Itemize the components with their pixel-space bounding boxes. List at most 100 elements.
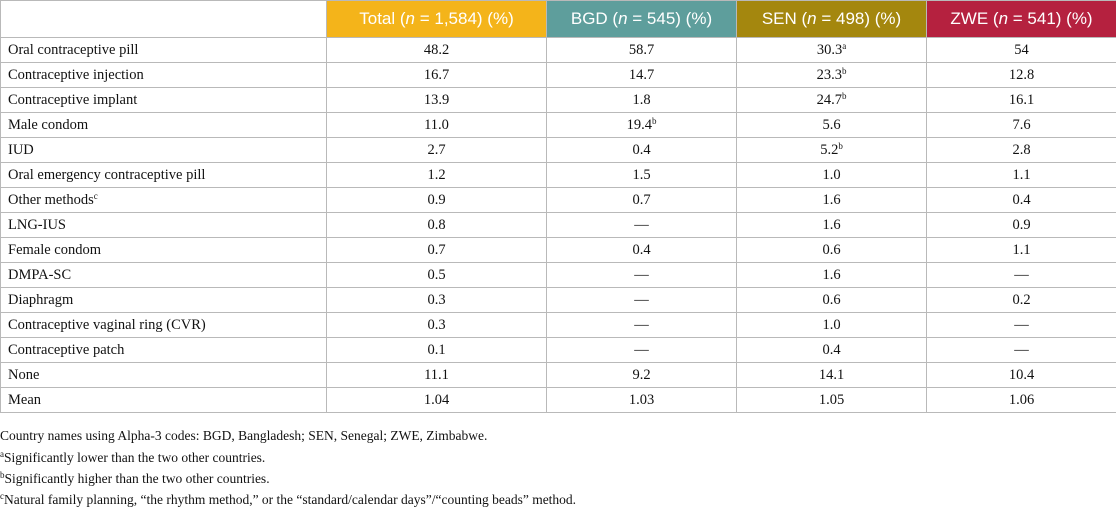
cell-value: 16.1 (1009, 92, 1034, 108)
footnote-a: aSignificantly lower than the two other … (0, 447, 1116, 468)
cell-value: 10.4 (1009, 367, 1034, 383)
footnote-b-mark: b (0, 470, 5, 480)
cell-value: 1.1 (1012, 242, 1030, 258)
cell-value: 0.5 (427, 267, 445, 283)
cell-value: 23.3 (817, 67, 842, 83)
cell-value: 1.1 (1012, 167, 1030, 183)
cell-value: 12.8 (1009, 67, 1034, 83)
cell-value: 0.3 (427, 317, 445, 333)
row-label-cell: Oral contraceptive pill (1, 38, 327, 63)
cell-value: 0.7 (427, 242, 445, 258)
row-label: Male condom (8, 117, 88, 133)
value-cell-zwe: — (927, 313, 1116, 338)
value-cell-bgd: — (547, 338, 737, 363)
cell-value: 0.4 (632, 242, 650, 258)
cell-footnote-mark: a (842, 41, 846, 51)
cell-value: 24.7 (817, 92, 842, 108)
contraceptive-methods-table: Total (n = 1,584) (%)BGD (n = 545) (%)SE… (0, 0, 1116, 413)
cell-value: 1.6 (822, 267, 840, 283)
value-cell-zwe: 1.1 (927, 163, 1116, 188)
cell-value: 0.4 (1012, 192, 1030, 208)
cell-value: — (634, 342, 649, 358)
cell-value: 2.8 (1012, 142, 1030, 158)
value-cell-zwe: — (927, 263, 1116, 288)
value-cell-bgd: 1.5 (547, 163, 737, 188)
row-label-cell: Diaphragm (1, 288, 327, 313)
cell-footnote-mark: b (842, 91, 847, 101)
row-label-cell: Mean (1, 388, 327, 413)
cell-value: 0.7 (632, 192, 650, 208)
cell-footnote-mark: b (842, 66, 847, 76)
cell-value: 1.05 (819, 392, 844, 408)
footnote-a-mark: a (0, 449, 4, 459)
cell-value: 1.03 (629, 392, 654, 408)
column-header-label: Total ( (359, 9, 405, 28)
value-cell-sen: 1.0 (737, 163, 927, 188)
cell-value: 7.6 (1012, 117, 1030, 133)
row-label: IUD (8, 142, 34, 158)
value-cell-zwe: 12.8 (927, 63, 1116, 88)
cell-value: 1.06 (1009, 392, 1034, 408)
row-label-cell: Oral emergency contraceptive pill (1, 163, 327, 188)
cell-value: 11.0 (424, 117, 449, 133)
row-label: None (8, 367, 39, 383)
cell-value: 1.8 (632, 92, 650, 108)
value-cell-bgd: 1.8 (547, 88, 737, 113)
row-label: Contraceptive patch (8, 342, 124, 358)
cell-value: 5.2 (820, 142, 838, 158)
cell-value: 0.1 (427, 342, 445, 358)
footnote-c-mark: c (0, 491, 4, 501)
row-label-cell: Contraceptive implant (1, 88, 327, 113)
value-cell-sen: 5.6 (737, 113, 927, 138)
cell-value: 48.2 (424, 42, 449, 58)
value-cell-total: 13.9 (327, 88, 547, 113)
header-row: Total (n = 1,584) (%)BGD (n = 545) (%)SE… (1, 1, 1116, 38)
cell-value: 0.9 (427, 192, 445, 208)
value-cell-sen: 30.3a (737, 38, 927, 63)
table-row: LNG-IUS 0.8—1.6 0.9 (1, 213, 1116, 238)
value-cell-sen: 1.05 (737, 388, 927, 413)
row-label-cell: Other methodsc (1, 188, 327, 213)
table-row: DMPA-SC 0.5 — 1.6 — (1, 263, 1116, 288)
cell-value: 0.9 (1012, 217, 1030, 233)
value-cell-sen: 0.6 (737, 288, 927, 313)
value-cell-bgd: — (547, 263, 737, 288)
column-header-n-symbol: n (999, 9, 1008, 28)
value-cell-bgd: 0.4 (547, 138, 737, 163)
cell-footnote-mark: b (652, 116, 657, 126)
value-cell-zwe: 16.1 (927, 88, 1116, 113)
cell-value: 0.6 (822, 292, 840, 308)
value-cell-total: 0.5 (327, 263, 547, 288)
value-cell-sen: 1.6 (737, 188, 927, 213)
cell-value: 1.6 (822, 192, 840, 208)
column-header-count: = 1,584) (%) (415, 9, 514, 28)
cell-value: 19.4 (627, 117, 652, 133)
footnote-a-text: Significantly lower than the two other c… (4, 450, 265, 465)
value-cell-total: 0.8 (327, 213, 547, 238)
footnote-country-codes: Country names using Alpha-3 codes: BGD, … (0, 425, 1116, 446)
value-cell-zwe: 1.06 (927, 388, 1116, 413)
cell-value: 14.1 (819, 367, 844, 383)
value-cell-sen: 0.4 (737, 338, 927, 363)
value-cell-total: 2.7 (327, 138, 547, 163)
value-cell-total: 16.7 (327, 63, 547, 88)
row-label: DMPA-SC (8, 267, 71, 283)
value-cell-sen: 1.6 (737, 213, 927, 238)
column-header-label: ZWE ( (950, 9, 998, 28)
table-row: Other methodsc 0.9 0.7 1.6 0.4 (1, 188, 1116, 213)
cell-value: — (1014, 317, 1029, 333)
value-cell-sen: 23.3b (737, 63, 927, 88)
value-cell-zwe: 1.1 (927, 238, 1116, 263)
value-cell-bgd: 58.7 (547, 38, 737, 63)
value-cell-bgd: — (547, 213, 737, 238)
row-label-cell: DMPA-SC (1, 263, 327, 288)
row-label: LNG-IUS (8, 217, 66, 233)
value-cell-bgd: — (547, 288, 737, 313)
value-cell-total: 11.0 (327, 113, 547, 138)
cell-value: 1.0 (822, 317, 840, 333)
column-header-label: SEN ( (762, 9, 807, 28)
